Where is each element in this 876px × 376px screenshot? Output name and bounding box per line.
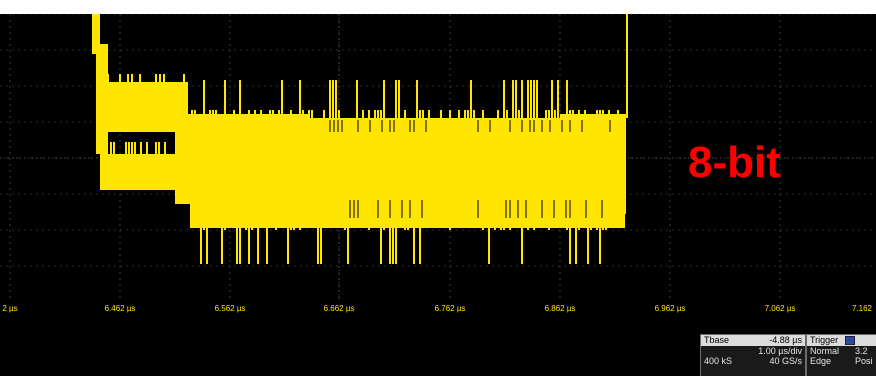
top-border (0, 0, 876, 14)
acquisition-info-panel: Tbase -4.88 µs 1.00 µs/div 400 kS 40 GS/… (700, 334, 876, 376)
trigger-mode: Normal (810, 346, 840, 356)
trigger-slope: Posi (855, 356, 873, 366)
trigger-level: 3.2 (855, 346, 868, 356)
waveform-trace (92, 14, 628, 264)
timebase-title: Tbase (704, 335, 730, 345)
time-tick-label: 6.862 µs (544, 304, 576, 313)
time-tick-label: 6.462 µs (104, 304, 136, 313)
time-tick-label: 7.062 µs (764, 304, 796, 313)
trigger-row: Edge Posi (807, 356, 876, 366)
timebase-header: Tbase -4.88 µs (701, 335, 805, 346)
trigger-row: Normal 3.2 (807, 346, 876, 356)
trigger-type: Edge (810, 356, 832, 366)
trace-band (92, 14, 100, 54)
timebase-box[interactable]: Tbase -4.88 µs 1.00 µs/div 400 kS 40 GS/… (700, 334, 806, 376)
time-tick-label: 6.762 µs (434, 304, 466, 313)
timebase-per-div: 1.00 µs/div (758, 346, 802, 356)
timebase-row: 400 kS 40 GS/s (701, 356, 805, 366)
bit-depth-label: 8-bit (688, 138, 781, 187)
timebase-samples: 400 kS (704, 356, 733, 366)
timebase-offset: -4.88 µs (769, 335, 802, 345)
time-tick-label: 2 µs (2, 304, 18, 313)
trigger-header: Trigger (807, 335, 876, 346)
time-tick-label: 7.162 (851, 304, 873, 313)
time-tick-label: 6.562 µs (214, 304, 246, 313)
timebase-row: 1.00 µs/div (701, 346, 805, 356)
time-tick-label: 6.962 µs (654, 304, 686, 313)
trigger-channel-icon (844, 336, 855, 346)
trace-band (560, 114, 626, 214)
trace-band (100, 82, 188, 132)
timebase-rate: 40 GS/s (769, 356, 802, 366)
waveform-plot (0, 14, 876, 300)
trigger-title: Trigger (810, 335, 839, 345)
time-tick-label: 6.662 µs (323, 304, 355, 313)
trigger-box[interactable]: Trigger Normal 3.2 Edge Posi (806, 334, 876, 376)
